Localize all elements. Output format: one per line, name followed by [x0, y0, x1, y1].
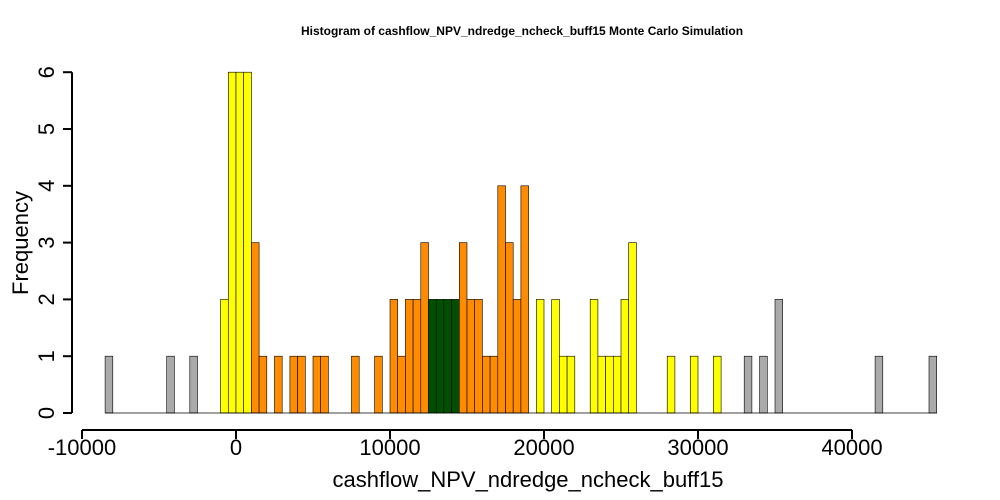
histogram-bar [474, 299, 483, 414]
histogram-bar [489, 355, 499, 414]
histogram-bar [743, 355, 753, 414]
histogram-bar [774, 299, 783, 414]
histogram-bar [397, 355, 406, 414]
histogram-bar [274, 355, 283, 414]
histogram-bar [405, 299, 414, 414]
histogram-bar [458, 242, 468, 414]
histogram-bars [104, 71, 937, 414]
histogram-bar [435, 299, 445, 414]
y-tick-label: 2 [34, 293, 59, 305]
x-tick-label: 10000 [359, 435, 420, 460]
histogram-bar [689, 355, 699, 414]
histogram-bar [497, 185, 506, 414]
histogram-bar [258, 355, 268, 414]
histogram-bar [428, 299, 437, 414]
x-tick-label: 20000 [513, 435, 574, 460]
x-tick-label: 30000 [667, 435, 728, 460]
histogram-bar [289, 355, 298, 414]
histogram-bar [759, 355, 768, 414]
histogram-bar [251, 242, 260, 414]
histogram-bar [713, 355, 722, 414]
histogram-bar [243, 71, 252, 414]
histogram-bar [297, 355, 306, 414]
histogram-bar [389, 299, 398, 414]
histogram-bar [597, 355, 606, 414]
histogram-bar [666, 355, 676, 414]
histogram-bar [620, 299, 629, 414]
histogram-bar [312, 355, 321, 414]
y-axis: 0 1 2 3 4 5 6 [34, 66, 73, 419]
y-tick-label: 1 [34, 350, 59, 362]
histogram-bar [566, 355, 576, 414]
x-tick-label: 0 [230, 435, 242, 460]
y-tick-label: 6 [34, 66, 59, 78]
histogram-bar [928, 355, 937, 414]
x-tick-label: 40000 [821, 435, 882, 460]
histogram-bar [551, 299, 560, 414]
histogram-bar [220, 299, 229, 414]
y-tick-label: 3 [34, 236, 59, 248]
histogram-bar [482, 355, 491, 414]
histogram-bar [559, 355, 568, 414]
histogram-bar [351, 355, 360, 414]
histogram-bar [104, 355, 114, 414]
histogram-bar [443, 299, 452, 414]
x-axis-label: cashflow_NPV_ndredge_ncheck_buff15 [333, 467, 724, 492]
histogram-bar [235, 71, 244, 414]
y-tick-label: 5 [34, 123, 59, 135]
histogram-bar [166, 355, 175, 414]
x-axis: -10000 0 10000 20000 30000 40000 [48, 429, 883, 460]
x-tick-label: -10000 [48, 435, 117, 460]
histogram-bar [320, 355, 329, 414]
histogram-bar [228, 71, 237, 414]
histogram-bar [374, 355, 383, 414]
y-axis-label: Frequency [8, 191, 33, 295]
histogram-bar [535, 299, 545, 414]
histogram-bar [628, 242, 637, 414]
histogram-bar [420, 242, 429, 414]
histogram-bar [505, 242, 514, 414]
histogram-bar [451, 299, 460, 414]
histogram-bar [189, 355, 198, 414]
chart-title: Histogram of cashflow_NPV_ndredge_ncheck… [301, 24, 743, 38]
histogram-bar [589, 299, 599, 414]
y-tick-label: 0 [34, 407, 59, 419]
histogram-bar [412, 299, 422, 414]
histogram-bar [520, 185, 529, 414]
histogram-bar [874, 355, 884, 414]
histogram-bar [466, 299, 475, 414]
histogram-bar [605, 355, 614, 414]
histogram-bar [612, 355, 622, 414]
y-tick-label: 4 [34, 180, 59, 192]
histogram-bar [512, 299, 522, 414]
